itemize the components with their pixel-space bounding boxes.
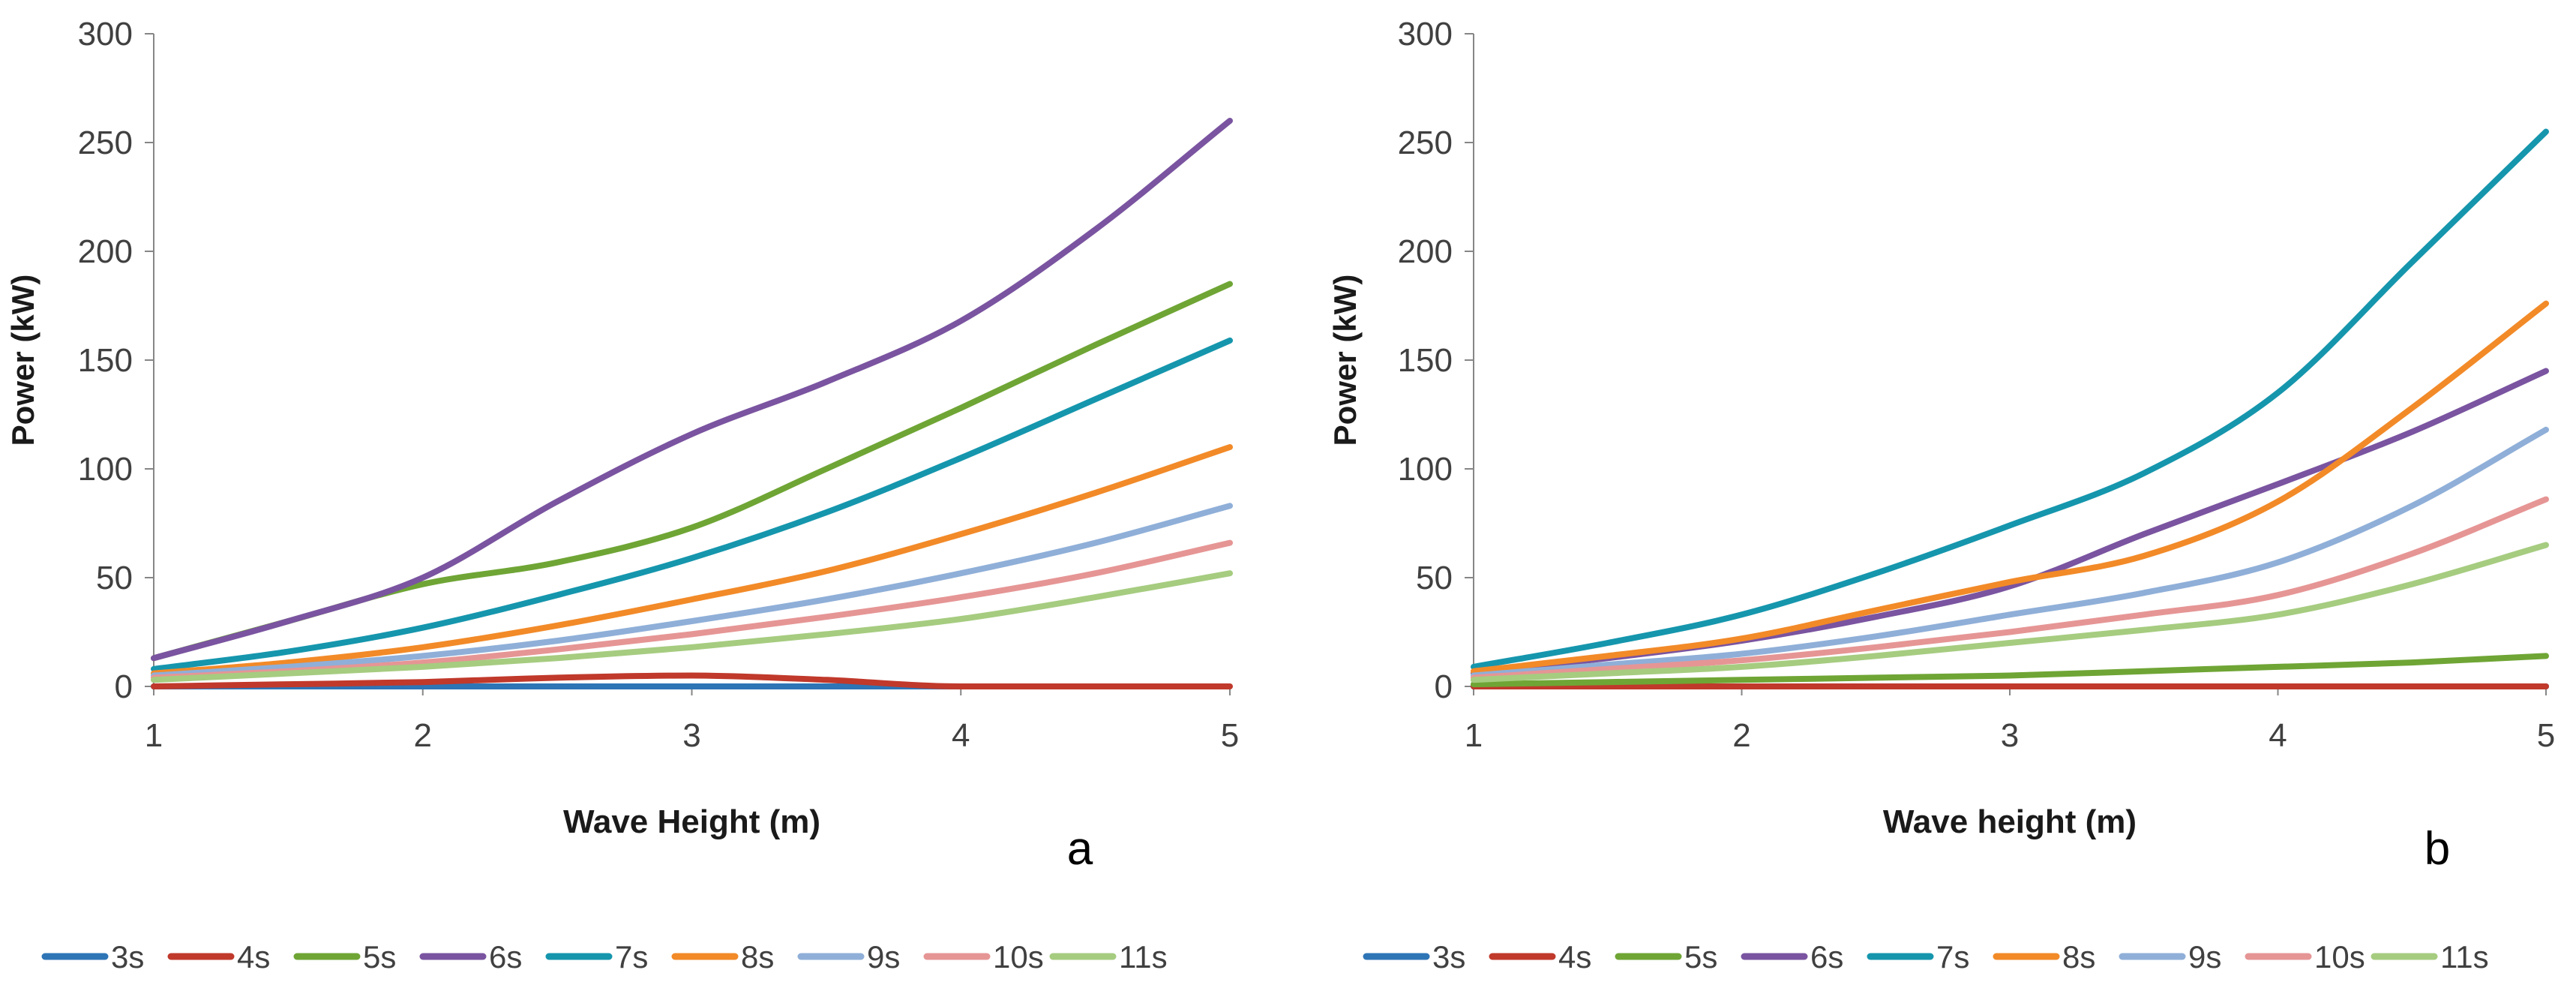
y-tick-label: 200: [78, 233, 133, 270]
legend-label-11s: 11s: [1119, 939, 1168, 974]
y-axis-title: Power (kW): [1327, 275, 1363, 446]
series-line-5s: [1471, 653, 2549, 688]
x-tick-label: 4: [2269, 717, 2287, 754]
series-line-7s: [1471, 128, 2549, 670]
legend-label-5s: 5s: [363, 939, 396, 974]
x-tick-label: 3: [2001, 717, 2019, 754]
legend-label-6s: 6s: [1810, 939, 1843, 974]
legend-label-10s: 10s: [2314, 939, 2365, 974]
panel-label: b: [2425, 823, 2450, 875]
series-line-8s: [151, 444, 1233, 677]
series-lines: [1471, 128, 2549, 690]
y-tick-label: 150: [78, 342, 133, 379]
x-tick-label: 4: [952, 717, 970, 754]
series-lines: [151, 118, 1233, 690]
chart-panel-b: 0 50 100 150 200 250 300 1 2 3 4 5 Wave height (m) Po…: [1327, 16, 2555, 974]
y-tick-label: 200: [1398, 233, 1453, 270]
x-tick-label: 5: [1221, 717, 1239, 754]
y-tick-label: 0: [115, 668, 133, 705]
y-tick-label: 300: [1398, 16, 1453, 53]
legend-label-4s: 4s: [237, 939, 270, 974]
legend: 3s 4s 5s 6s 7s 8s 9s 10s 11s: [41, 939, 1168, 974]
legend-label-8s: 8s: [2062, 939, 2095, 974]
x-axis-title: Wave Height (m): [563, 803, 820, 840]
series-line-11s: [1471, 542, 2549, 683]
series-line-9s: [151, 503, 1233, 679]
y-tick-label: 100: [1398, 451, 1453, 488]
legend-label-7s: 7s: [1936, 939, 1969, 974]
legend-label-7s: 7s: [615, 939, 648, 974]
y-axis-title: Power (kW): [5, 275, 40, 446]
x-axis-title: Wave height (m): [1883, 803, 2137, 840]
legend-label-10s: 10s: [993, 939, 1044, 974]
series-line-7s: [151, 337, 1233, 672]
x-tick-label: 2: [1732, 717, 1750, 754]
y-tick-label: 0: [1435, 668, 1453, 705]
y-tick-label: 50: [1416, 560, 1453, 596]
x-tick-label: 2: [414, 717, 432, 754]
legend-label-8s: 8s: [741, 939, 774, 974]
panel-label: a: [1067, 823, 1093, 875]
y-tick-label: 100: [78, 451, 133, 488]
legend-label-9s: 9s: [867, 939, 900, 974]
legend-label-6s: 6s: [489, 939, 522, 974]
series-line-11s: [151, 570, 1233, 683]
series-line-6s: [1471, 368, 2549, 677]
y-tick-label: 50: [96, 560, 133, 596]
series-line-6s: [151, 118, 1233, 662]
x-tick-label: 1: [1465, 717, 1483, 754]
legend-label-4s: 4s: [1558, 939, 1591, 974]
y-tick-label: 150: [1398, 342, 1453, 379]
y-tick-label: 250: [1398, 125, 1453, 161]
y-tick-label: 300: [78, 16, 133, 53]
legend-label-5s: 5s: [1684, 939, 1717, 974]
legend: 3s 4s 5s 6s 7s 8s 9s 10s 11s: [1363, 939, 2489, 974]
legend-label-11s: 11s: [2440, 939, 2489, 974]
legend-label-3s: 3s: [111, 939, 144, 974]
x-tick-label: 5: [2537, 717, 2555, 754]
series-line-10s: [1471, 496, 2549, 681]
series-line-4s: [151, 672, 1233, 690]
x-tick-label: 3: [682, 717, 700, 754]
legend-label-3s: 3s: [1432, 939, 1465, 974]
series-line-8s: [1471, 300, 2549, 674]
x-tick-label: 1: [145, 717, 163, 754]
y-tick-label: 250: [78, 125, 133, 161]
chart-panel-a: 0 50 100 150 200 250 300 1 2 3 4 5 Wave Height (m) Po…: [5, 16, 1239, 974]
legend-label-9s: 9s: [2188, 939, 2221, 974]
series-line-9s: [1471, 426, 2549, 679]
